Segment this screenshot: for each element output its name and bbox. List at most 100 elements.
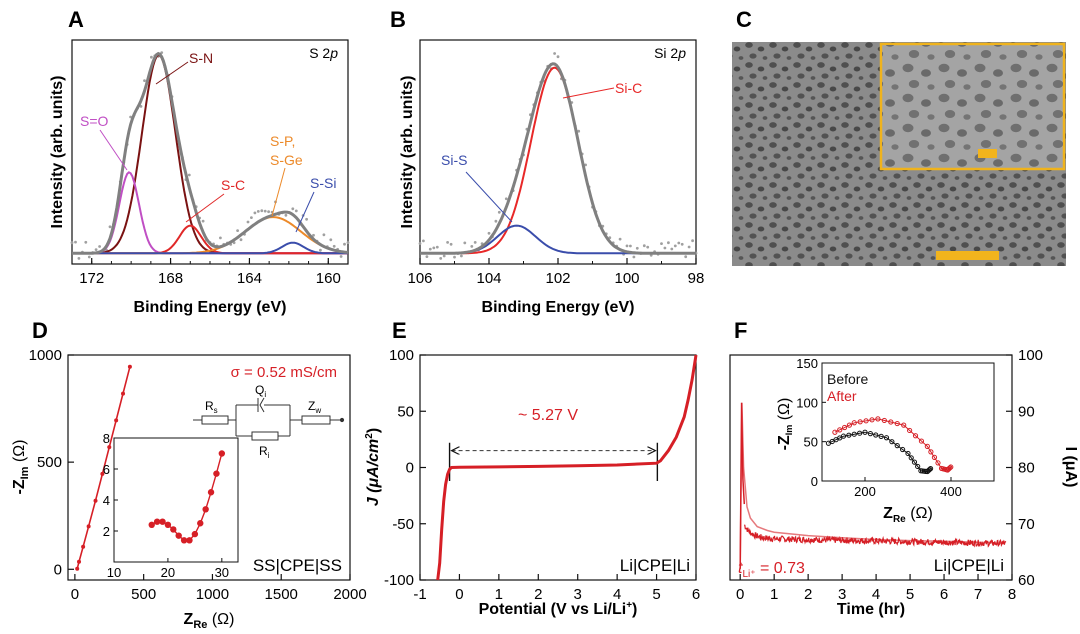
- plot-frame-d: [67, 354, 351, 581]
- inset-curves-f: 200 400 150 100 50 0: [796, 356, 962, 499]
- xtick-label: 5: [906, 586, 914, 603]
- raw-data-point: [556, 55, 560, 59]
- raw-data-point: [439, 257, 443, 260]
- circuit-rs: Rs: [205, 399, 218, 415]
- raw-data-point: [632, 255, 636, 259]
- raw-data-point: [246, 220, 250, 224]
- curve-e: [436, 354, 698, 581]
- nyquist-point: [107, 445, 112, 450]
- ylabel-e-sup: 2: [364, 433, 375, 439]
- xtick-label: 164: [237, 270, 262, 287]
- nyquist-point: [81, 544, 86, 549]
- inset-xtick-label: 20: [161, 565, 175, 580]
- curves-a: [70, 51, 350, 260]
- raw-data-point: [442, 254, 446, 258]
- ytick-label: 100: [389, 347, 414, 364]
- xticks-a: 172 168 164 160: [71, 258, 349, 287]
- inset-point-before: [894, 443, 900, 449]
- inset-xtick-label: 10: [107, 565, 121, 580]
- inset-point-after: [846, 422, 853, 428]
- raw-data-point: [319, 248, 322, 252]
- rs-main: R: [205, 399, 214, 413]
- raw-data-point: [70, 241, 74, 245]
- panel-label-c: C: [736, 7, 752, 32]
- panel-a: A 172 168 164 160 S 2p Binding Energy (eV) …: [49, 7, 350, 316]
- raw-data-point: [473, 241, 477, 244]
- raw-data-point: [584, 163, 587, 167]
- xlabel-a: Binding Energy (eV): [134, 299, 287, 316]
- ytick-label: 0: [406, 460, 414, 477]
- zw-sub: w: [314, 406, 321, 415]
- inset-point-after: [948, 464, 954, 470]
- inset-nyquist-point: [148, 521, 155, 528]
- inset-point-after: [832, 429, 838, 435]
- raw-data-point: [87, 255, 91, 259]
- raw-data-point: [294, 209, 298, 213]
- inset-point-after: [875, 416, 881, 422]
- raw-data-point: [425, 255, 429, 258]
- curve-d: [75, 364, 132, 571]
- xtick-label: 6: [692, 586, 700, 603]
- xtick-label: 7: [974, 586, 982, 603]
- inset-ytick-label: 0: [811, 474, 818, 489]
- inset-point-before: [915, 463, 921, 470]
- raw-data-point: [504, 197, 508, 201]
- raw-data-point: [253, 211, 257, 215]
- inset-point-after: [907, 427, 913, 434]
- inset-ytick-label: 100: [796, 395, 818, 410]
- raw-data-point: [635, 246, 639, 250]
- annot-ssi: S-Si: [310, 175, 336, 191]
- curve-f: [739, 402, 1007, 569]
- rs-sub: s: [214, 406, 218, 415]
- raw-data-point: [422, 239, 425, 243]
- inset-point-after: [863, 418, 869, 424]
- raw-data-point: [332, 244, 336, 248]
- panel-e: E -1 0 1 2 3 4 5 6 100 50 0 -50 -100 ~ 5.27 V Li|CPE…: [364, 318, 700, 618]
- panel-c: C: [732, 7, 1066, 266]
- raw-data-point: [74, 240, 77, 244]
- xtick-label: -1: [413, 586, 426, 603]
- sample-e: Li|CPE|Li: [620, 556, 690, 575]
- raw-data-point: [608, 236, 612, 240]
- xlabel-f: Time (hr): [837, 601, 905, 618]
- inset-point-before: [851, 431, 857, 437]
- raw-data-point: [663, 246, 667, 250]
- legend-after: After: [827, 388, 857, 404]
- xtick-label: 1500: [265, 586, 298, 603]
- inset-point-after: [881, 417, 887, 424]
- annot-sic: Si-C: [615, 80, 642, 96]
- tli-sub: Li⁺: [742, 569, 755, 580]
- leader-sis: [465, 171, 513, 223]
- ylabel-e: J (μA/cm2): [364, 428, 382, 506]
- raw-data-point: [250, 216, 253, 220]
- ylabel-d-unit: (Ω): [11, 439, 28, 466]
- inset-point-after: [888, 419, 894, 425]
- leader-spge: [271, 167, 286, 217]
- inset-xtick-label: 200: [854, 484, 876, 499]
- ytick-label: 0: [54, 561, 62, 578]
- annot-sge: S-Ge: [270, 152, 303, 168]
- inset-point-before: [911, 459, 918, 465]
- inset-ytick-label: 2: [103, 524, 110, 539]
- inset-nyquist-point: [180, 537, 188, 544]
- xtick-label: 1000: [196, 586, 229, 603]
- raw-data-point: [343, 242, 346, 246]
- xtick-label: 1: [495, 586, 503, 603]
- inset-point-after: [947, 465, 953, 471]
- inset-point-after: [931, 454, 938, 460]
- raw-data-point: [667, 241, 670, 245]
- panel-b: B 106 104 102 100 98 Si 2p Binding Energy (e…: [390, 7, 704, 316]
- raw-data-point: [418, 242, 422, 245]
- raw-data-point: [284, 213, 288, 217]
- window-label: ~ 5.27 V: [518, 407, 578, 424]
- circuit-qi: Qi: [255, 383, 266, 399]
- zw-main: Z: [308, 399, 315, 413]
- xtick-label: 106: [407, 270, 432, 287]
- panel-label-d: D: [32, 318, 48, 343]
- inset-point-after: [837, 427, 843, 433]
- raw-data-point: [339, 255, 343, 258]
- raw-data-point: [646, 245, 650, 249]
- ylabel-f: I (μA): [1062, 447, 1079, 488]
- inset-point-before: [878, 433, 884, 439]
- current-mean: [739, 402, 1006, 569]
